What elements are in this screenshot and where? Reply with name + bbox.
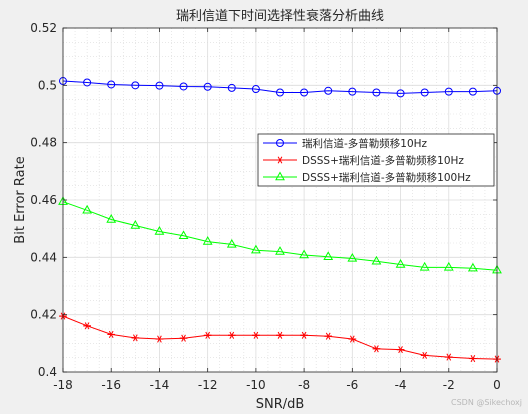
series-3-point [299, 249, 310, 259]
series-2-point [252, 331, 260, 339]
series-2-point [372, 345, 381, 353]
series-2-point [276, 331, 284, 339]
series-2-point [348, 335, 357, 343]
series-1-point [107, 80, 116, 89]
series-1-point [324, 86, 333, 95]
series-1-point [396, 89, 405, 98]
x-tick-label: -2 [443, 378, 455, 392]
series-2-point [444, 353, 453, 361]
series-2-point [203, 331, 212, 339]
series-2-point [227, 331, 236, 339]
x-tick-label: -4 [395, 378, 407, 392]
series-2-point [396, 346, 405, 354]
legend-marker-1 [276, 139, 284, 147]
x-tick-label: -16 [101, 378, 121, 392]
series-1-point [203, 82, 212, 91]
series-1-point [276, 88, 284, 97]
series-1-point [131, 81, 140, 90]
y-tick-label: 0.42 [30, 308, 57, 322]
series-2-point [155, 335, 164, 343]
x-tick-label: 0 [493, 378, 501, 392]
x-axis: -18 -16 -14 -12 -10 -8 -6 -4 -2 0 [53, 28, 501, 392]
series-3-point [178, 230, 189, 240]
x-tick-label: -6 [346, 378, 358, 392]
series-1-point [300, 88, 309, 97]
series-1-point [444, 87, 453, 96]
series-3-point [250, 244, 261, 254]
x-tick-label: -10 [246, 378, 266, 392]
legend-marker-3 [275, 171, 285, 181]
series-3-point [82, 204, 93, 214]
series-3-point [130, 219, 141, 229]
series-3-point [275, 246, 285, 255]
series-3-point [154, 226, 165, 235]
y-tick-label: 0.5 [38, 78, 57, 92]
series-3-point [106, 213, 117, 223]
series-1-point [251, 85, 260, 94]
y-tick-label: 0.48 [30, 136, 57, 150]
x-axis-label: SNR/dB [256, 397, 305, 412]
series-3-point [226, 238, 237, 248]
legend: 瑞利信道-多普勒频移10Hz DSSS+瑞利信道-多普勒频移10Hz DSSS+瑞利… [257, 133, 495, 187]
series-2-point [107, 330, 116, 338]
series-3-point [467, 262, 478, 272]
series-2-point [324, 332, 333, 340]
series-1-point [468, 87, 477, 96]
series-2-point [83, 322, 91, 330]
x-tick-label: -18 [53, 378, 73, 392]
x-tick-label: -8 [298, 378, 310, 392]
x-tick-label: -14 [150, 378, 170, 392]
legend-marker-2 [276, 156, 284, 164]
series-3-point [443, 261, 454, 271]
series-1-point [348, 87, 357, 96]
series-line-1 [62, 80, 498, 94]
series-1-point [420, 88, 429, 97]
y-tick-label: 0.52 [30, 21, 57, 35]
y-axis-label: Bit Error Rate [13, 156, 28, 243]
series-2-point [469, 354, 477, 363]
series-3-point [395, 258, 406, 268]
legend-box [257, 133, 495, 187]
series-3-point [323, 251, 334, 260]
legend-label-2: DSSS+瑞利信道-多普勒频移10Hz [302, 154, 464, 167]
series-3-point [419, 261, 430, 271]
x-tick-label: -12 [198, 378, 218, 392]
series-3-point [371, 255, 382, 265]
y-tick-label: 0.4 [38, 365, 57, 379]
series-2-point [300, 331, 308, 339]
series-2-point [420, 351, 429, 359]
series-1-point [227, 83, 236, 92]
series-1-point [83, 78, 92, 87]
y-tick-label: 0.44 [30, 250, 57, 264]
series-1-point [155, 81, 164, 90]
legend-label-3: DSSS+瑞利信道-多普勒频移100Hz [302, 171, 471, 184]
y-tick-label: 0.46 [30, 193, 57, 207]
series-3-point [347, 252, 358, 262]
legend-label-1: 瑞利信道-多普勒频移10Hz [302, 137, 428, 150]
series-1-point [372, 88, 381, 97]
series-2-point [179, 334, 188, 342]
series-line-3 [62, 201, 498, 271]
chart-title: 瑞利信道下时间选择性衰落分析曲线 [176, 8, 384, 24]
series-2-point [131, 334, 140, 342]
watermark: CSDN @Sikechoxj [451, 398, 522, 407]
series-3-point [202, 236, 213, 245]
series-1-point [179, 82, 188, 91]
series-layer [58, 77, 502, 363]
y-axis: 0.4 0.42 0.44 0.46 0.48 0.5 0.52 [30, 21, 497, 379]
